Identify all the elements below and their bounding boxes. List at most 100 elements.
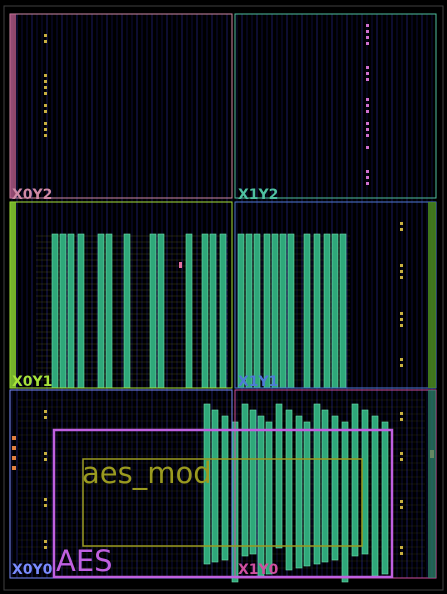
io-marker <box>179 262 182 268</box>
site-marker <box>366 30 369 33</box>
bram-column <box>362 410 368 554</box>
site-marker <box>400 552 403 555</box>
site-marker <box>44 34 47 37</box>
bram-column <box>60 234 66 388</box>
bram-column <box>314 234 320 388</box>
site-marker <box>44 134 47 137</box>
site-marker <box>366 182 369 185</box>
site-marker <box>366 36 369 39</box>
io-marker <box>12 446 16 450</box>
site-marker <box>44 40 47 43</box>
site-marker <box>44 128 47 131</box>
site-marker <box>400 270 403 273</box>
site-marker <box>400 364 403 367</box>
site-marker <box>400 500 403 503</box>
bram-column <box>324 234 330 388</box>
region-label-x1y0: X1Y0 <box>238 563 278 577</box>
bram-column <box>150 234 156 388</box>
io-marker <box>12 466 16 470</box>
site-marker <box>44 410 47 413</box>
bram-column <box>322 410 328 562</box>
io-marker <box>12 436 16 440</box>
bram-column <box>304 234 310 388</box>
bram-column <box>106 234 112 388</box>
bram-column <box>78 234 84 388</box>
pblock-label-aes-mod: aes_mod <box>82 456 212 490</box>
bram-column <box>266 422 272 574</box>
bram-column <box>186 234 192 388</box>
region-label-x0y1: X0Y1 <box>12 375 52 389</box>
site-marker <box>400 546 403 549</box>
bram-column <box>288 234 294 388</box>
bram-column <box>264 234 270 388</box>
site-marker <box>44 540 47 543</box>
site-marker <box>366 170 369 173</box>
site-marker <box>44 504 47 507</box>
bram-column <box>250 410 256 554</box>
bram-column <box>304 422 310 566</box>
bram-column <box>68 234 74 388</box>
site-marker <box>366 110 369 113</box>
bram-column <box>242 404 248 556</box>
site-marker <box>400 228 403 231</box>
bram-column <box>296 416 302 568</box>
bram-column <box>222 416 228 560</box>
site-marker <box>400 358 403 361</box>
site-marker <box>366 72 369 75</box>
site-marker <box>400 222 403 225</box>
region-label-x1y1: X1Y1 <box>238 375 278 389</box>
site-marker <box>366 134 369 137</box>
bram-column <box>314 404 320 564</box>
region-label-x1y2: X1Y2 <box>238 188 278 202</box>
site-marker <box>366 66 369 69</box>
bram-column <box>352 404 358 556</box>
region-edge-bar <box>10 202 16 388</box>
bram-column <box>124 234 130 388</box>
bram-column <box>272 234 278 388</box>
site-marker <box>366 104 369 107</box>
site-marker <box>400 324 403 327</box>
site-marker <box>44 80 47 83</box>
site-marker <box>400 264 403 267</box>
site-marker <box>366 42 369 45</box>
site-marker <box>400 458 403 461</box>
site-marker <box>44 110 47 113</box>
site-marker <box>44 498 47 501</box>
bram-column <box>98 234 104 388</box>
bram-column <box>246 234 252 388</box>
bram-column <box>212 410 218 562</box>
region-edge-bar <box>10 14 16 198</box>
bram-column <box>210 234 216 388</box>
site-marker <box>366 146 369 149</box>
site-marker <box>400 412 403 415</box>
bram-column <box>372 416 378 576</box>
site-marker <box>400 506 403 509</box>
bram-column <box>158 234 164 388</box>
site-marker <box>366 122 369 125</box>
site-marker <box>400 312 403 315</box>
region-edge-bar <box>428 202 436 388</box>
bram-column <box>220 234 226 388</box>
site-marker <box>400 276 403 279</box>
site-marker <box>44 458 47 461</box>
bram-column <box>52 234 58 388</box>
site-marker <box>366 176 369 179</box>
site-marker <box>44 74 47 77</box>
region-edge-bar <box>428 390 436 578</box>
region-label-x0y0: X0Y0 <box>12 563 52 577</box>
site-marker <box>366 78 369 81</box>
bram-column <box>340 234 346 388</box>
site-marker <box>44 86 47 89</box>
pblock-label-aes: AES <box>56 544 113 578</box>
region-label-x0y2: X0Y2 <box>12 188 52 202</box>
bram-column <box>280 234 286 388</box>
bram-column <box>202 234 208 388</box>
io-marker <box>12 456 16 460</box>
bram-column <box>332 416 338 560</box>
site-marker <box>366 98 369 101</box>
bram-column <box>258 416 264 576</box>
bram-column <box>238 234 244 388</box>
bram-column <box>254 234 260 388</box>
site-marker <box>44 452 47 455</box>
